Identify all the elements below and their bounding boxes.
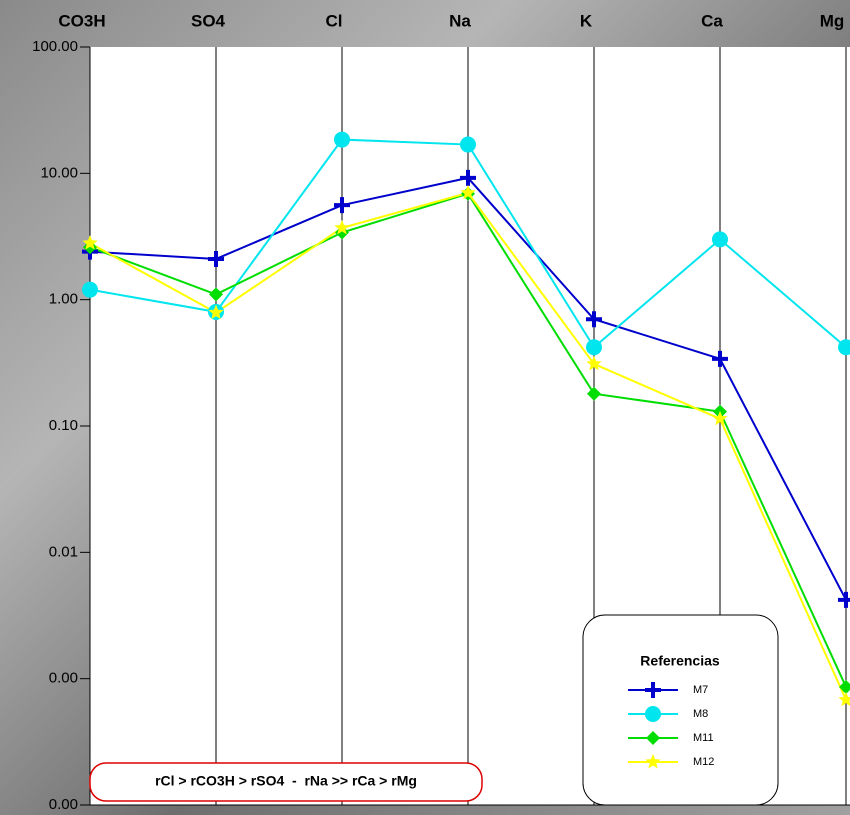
marker-circle xyxy=(82,282,98,298)
y-tick-label: 0.01 xyxy=(49,543,78,560)
category-label: Ca xyxy=(701,11,723,30)
category-label: K xyxy=(580,11,593,30)
legend-label: M12 xyxy=(693,756,714,768)
marker-circle xyxy=(334,132,350,148)
legend-title: Referencias xyxy=(640,653,720,669)
marker-circle xyxy=(586,339,602,355)
category-label: Na xyxy=(449,11,471,30)
y-tick-label: 0.10 xyxy=(49,417,78,434)
category-label: CO3H xyxy=(58,11,105,30)
category-label: Mg xyxy=(820,11,845,30)
marker-circle xyxy=(712,231,728,247)
legend-label: M8 xyxy=(693,708,708,720)
legend-marker xyxy=(645,706,661,722)
category-label: Cl xyxy=(326,11,343,30)
y-tick-label: 0.00 xyxy=(49,670,78,687)
y-tick-label: 1.00 xyxy=(49,291,78,308)
annotation: rCl > rCO3H > rSO4 - rNa >> rCa > rMg xyxy=(155,773,417,789)
y-tick-label: 10.00 xyxy=(40,164,78,181)
y-tick-label: 0.00 xyxy=(49,796,78,813)
category-label: SO4 xyxy=(191,11,226,30)
y-tick-label: 100.00 xyxy=(32,38,78,55)
page: {"chart_data": { "type": "line", "log_sc… xyxy=(0,0,850,815)
legend-label: M11 xyxy=(693,732,714,744)
marker-circle xyxy=(460,137,476,153)
legend-label: M7 xyxy=(693,684,708,696)
legend-box xyxy=(583,615,778,805)
chart: 100.00 10.00 1.00 0.10 0.01 0.00 0.00 CO3H SO4 Cl… xyxy=(0,0,850,815)
